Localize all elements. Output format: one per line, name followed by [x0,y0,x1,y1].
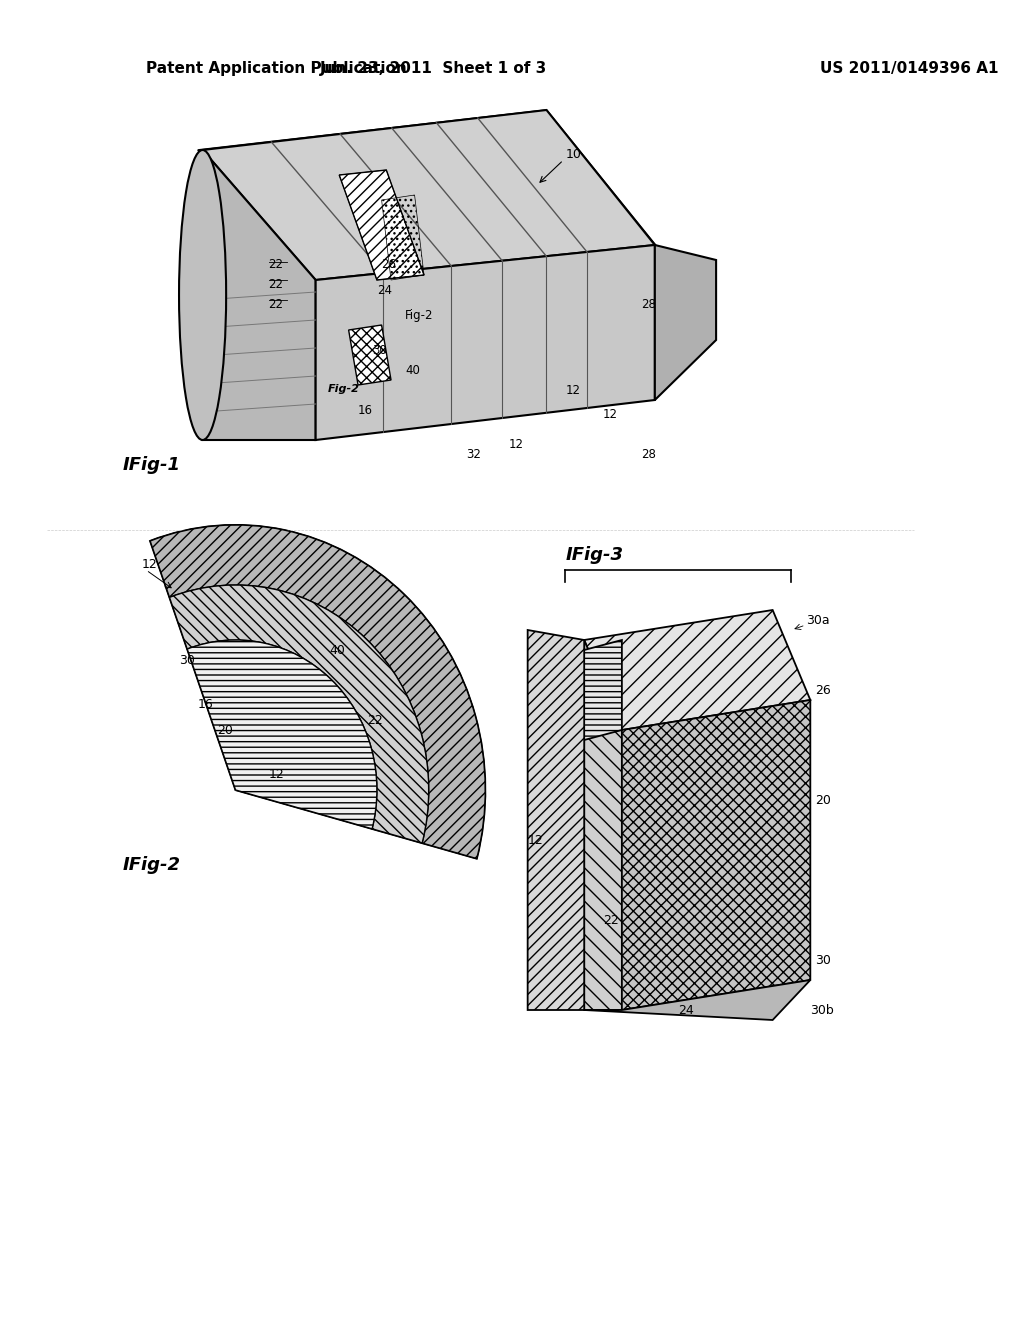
Text: 30a: 30a [806,614,829,627]
Text: 26: 26 [815,684,830,697]
Text: 40: 40 [330,644,346,656]
Polygon shape [203,110,655,280]
Polygon shape [339,170,424,280]
Polygon shape [547,640,622,750]
Polygon shape [584,610,810,730]
Polygon shape [622,700,810,1010]
Polygon shape [198,110,659,285]
Text: 20: 20 [217,723,232,737]
Text: 12: 12 [527,833,544,846]
Text: Fig-2: Fig-2 [406,309,433,322]
Text: 20: 20 [815,793,830,807]
Polygon shape [348,325,391,385]
Polygon shape [584,979,810,1020]
Text: 30b: 30b [810,1003,835,1016]
Text: 30: 30 [815,953,830,966]
Text: 30: 30 [179,653,195,667]
Text: Patent Application Publication: Patent Application Publication [146,61,407,75]
Text: 24: 24 [377,284,392,297]
Text: 40: 40 [406,363,420,376]
Polygon shape [584,640,622,1010]
Polygon shape [315,246,655,440]
Text: 12: 12 [509,438,524,451]
Text: 16: 16 [198,698,214,711]
Text: IFig-1: IFig-1 [123,455,180,474]
Text: 12: 12 [603,408,618,421]
Wedge shape [187,640,377,829]
Text: 12: 12 [141,558,157,572]
Text: 24: 24 [679,1003,694,1016]
Polygon shape [655,246,716,400]
Text: 22: 22 [603,913,618,927]
Text: 22: 22 [268,279,284,292]
Text: US 2011/0149396 A1: US 2011/0149396 A1 [820,61,998,75]
Text: 12: 12 [268,768,285,781]
Wedge shape [151,525,485,858]
Text: 26: 26 [382,259,396,272]
Ellipse shape [179,150,226,440]
Polygon shape [527,630,584,1010]
Wedge shape [151,525,485,858]
Text: 12: 12 [565,384,581,396]
Text: 16: 16 [358,404,373,417]
Text: 32: 32 [466,449,481,462]
Text: IFig-2: IFig-2 [123,855,180,874]
Text: 22: 22 [268,298,284,312]
Text: 28: 28 [641,298,655,312]
Text: 22: 22 [368,714,383,726]
Text: 10: 10 [565,149,582,161]
Text: 28: 28 [641,449,655,462]
Text: Fig-2: Fig-2 [328,384,359,393]
Text: IFig-3: IFig-3 [565,546,624,564]
Text: 30: 30 [372,343,387,356]
Text: 22: 22 [268,259,284,272]
Polygon shape [203,150,315,440]
Wedge shape [170,585,429,843]
Text: Jun. 23, 2011  Sheet 1 of 3: Jun. 23, 2011 Sheet 1 of 3 [319,61,547,75]
